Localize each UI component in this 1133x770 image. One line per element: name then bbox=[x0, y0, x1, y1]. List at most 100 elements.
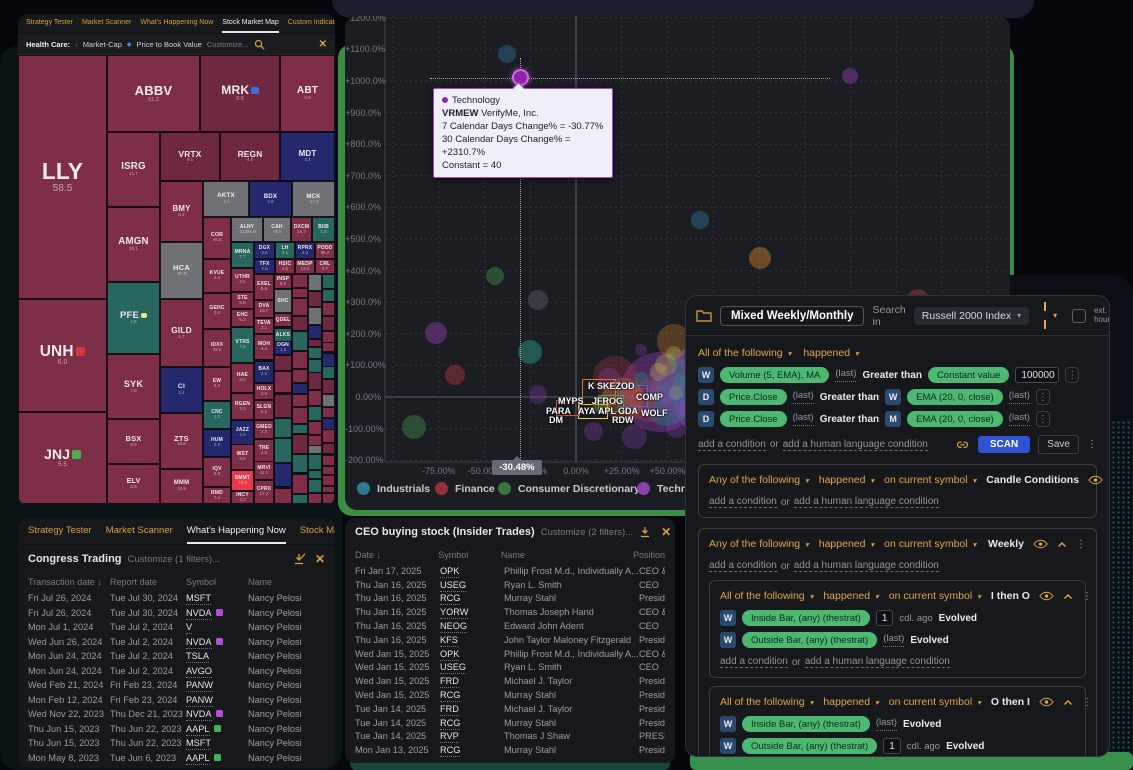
heatmap-tile-slgn[interactable]: SLGN 5.1 bbox=[254, 400, 274, 420]
heatmap-tile-dgx[interactable]: DGX 2.6 bbox=[254, 242, 275, 259]
heatmap-tile-mrna[interactable]: MRNA 7.7 bbox=[231, 242, 254, 268]
table-row[interactable]: Tue Jan 14, 2025 RVP Thomas J Shaw PRESIDEN… bbox=[345, 730, 675, 744]
symbol-link[interactable]: USEG bbox=[440, 579, 467, 592]
group-menu-icon[interactable]: ⋮ bbox=[1076, 538, 1086, 550]
symbol-link[interactable]: PANW bbox=[186, 680, 213, 693]
heatmap-tile-[interactable] bbox=[292, 274, 308, 288]
last-modifier[interactable]: (last) bbox=[1008, 390, 1030, 404]
symbol-cell[interactable]: RVP bbox=[440, 731, 504, 744]
symbol-link[interactable]: RCG bbox=[440, 593, 461, 606]
heatmap-tile-dxcm[interactable]: DXCM 16.7 bbox=[291, 217, 312, 242]
symbol-link[interactable]: FRD bbox=[440, 676, 459, 689]
heatmap-tile-[interactable] bbox=[292, 351, 308, 369]
close-icon[interactable]: ✕ bbox=[661, 525, 672, 539]
heatmap-tile-dva[interactable]: DVA 23.7 bbox=[254, 300, 274, 318]
value-input[interactable]: 100000 bbox=[1015, 367, 1060, 383]
table-row[interactable]: Wed Jan 15, 2025 USEG Ryan L. Smith CEO bbox=[345, 661, 675, 675]
cluster-ticker-label[interactable]: AYA bbox=[578, 406, 596, 416]
symbol-link[interactable]: AAPL bbox=[186, 752, 210, 765]
last-modifier[interactable]: (last) bbox=[792, 412, 814, 426]
heatmap-tile-[interactable] bbox=[322, 342, 335, 352]
heatmap-tile-jnj[interactable]: JNJ 5.5 bbox=[18, 412, 107, 504]
heatmap-tile-[interactable] bbox=[308, 390, 322, 406]
timeframe-badge[interactable]: W bbox=[885, 389, 902, 405]
add-human-condition-link[interactable]: add a human language condition bbox=[782, 438, 928, 451]
last-modifier[interactable]: (last) bbox=[883, 633, 905, 647]
cluster-ticker-label[interactable]: RDW bbox=[612, 415, 634, 425]
legend-item-consumer-discretionary[interactable]: Consumer Discretionary bbox=[498, 482, 640, 495]
heatmap-tile-shc[interactable]: SHC bbox=[274, 289, 292, 313]
symbol-link[interactable]: OPK bbox=[440, 648, 460, 661]
customize-link[interactable]: Customize... bbox=[206, 39, 249, 49]
dropdown-on-current-symbol[interactable]: on current symbol ▾ bbox=[888, 696, 981, 708]
heatmap-tile-jazz[interactable]: JAZZ 1.8 bbox=[231, 420, 254, 445]
heatmap-tile-[interactable] bbox=[322, 486, 335, 493]
eye-icon[interactable] bbox=[1039, 697, 1054, 707]
dropdown-all-of-the-following[interactable]: All of the following ▾ bbox=[720, 696, 814, 708]
condition-field-pill[interactable]: Constant value bbox=[927, 367, 1010, 383]
condition-field-pill[interactable]: Outside Bar, (any) (thestrat) bbox=[742, 738, 878, 754]
timeframe-badge[interactable]: D bbox=[698, 411, 714, 427]
heatmap-tile-pfe[interactable]: PFE 1.9 bbox=[107, 282, 160, 354]
table-row[interactable]: Mon May 8, 2023 Tue Jun 6, 2023 AAPL Nancy … bbox=[18, 751, 335, 766]
customize-link[interactable]: Customize (2 filters)... bbox=[540, 526, 634, 538]
heatmap-tile-wst[interactable]: WST 8.8 bbox=[231, 444, 254, 470]
column-header-transaction-date[interactable]: Transaction date ↓ bbox=[28, 577, 102, 587]
tab-strategy-tester[interactable]: Strategy Tester bbox=[26, 14, 73, 33]
heatmap-tile-elv[interactable]: ELV 3.9 bbox=[107, 464, 160, 504]
heatmap-tile-cor[interactable]: COR 46.6 bbox=[203, 217, 231, 259]
symbol-link[interactable]: OPK bbox=[440, 565, 460, 578]
heatmap-tile-[interactable] bbox=[322, 394, 335, 407]
table-row[interactable]: Thu Jun 15, 2023 Thu Jun 22, 2023 AAPL Nanc… bbox=[18, 722, 335, 737]
heatmap-tile-[interactable] bbox=[308, 325, 322, 339]
condition-field-pill[interactable]: Inside Bar, (any) (thestrat) bbox=[742, 610, 870, 626]
symbol-cell[interactable]: RCG bbox=[440, 690, 504, 703]
symbol-cell[interactable]: MSFT bbox=[186, 738, 248, 751]
symbol-cell[interactable]: PANW bbox=[186, 694, 248, 707]
symbol-link[interactable]: KFS bbox=[440, 634, 458, 647]
table-row[interactable]: Wed Feb 21, 2024 Fri Feb 23, 2024 PANW Nanc… bbox=[18, 678, 335, 693]
heatmap-tile-[interactable] bbox=[322, 274, 335, 289]
size-by-selector[interactable]: Market-Cap bbox=[82, 39, 122, 49]
heatmap-tile-lly[interactable]: LLY 58.5 bbox=[18, 55, 107, 299]
heatmap-tile-[interactable] bbox=[274, 488, 292, 504]
heatmap-tile-[interactable] bbox=[274, 394, 292, 418]
heatmap-tile-[interactable] bbox=[308, 307, 322, 325]
timeframe-badge[interactable]: M bbox=[885, 411, 902, 427]
heatmap-tile-incy[interactable]: INCY 4.2 bbox=[231, 491, 254, 504]
heatmap-tile-tre[interactable]: TRE 4.8 bbox=[254, 439, 274, 462]
dropdown-any-of-the-following[interactable]: Any of the following ▾ bbox=[709, 538, 809, 550]
legend-item-finance[interactable]: Finance bbox=[435, 482, 495, 495]
symbol-cell[interactable]: NVDA bbox=[186, 636, 248, 649]
heatmap-tile-[interactable] bbox=[308, 406, 322, 421]
heatmap-tile-rmd[interactable]: RMD 7.4 bbox=[203, 487, 231, 504]
tab-market-scanner[interactable]: Market Scanner bbox=[82, 14, 131, 33]
heatmap-tile-[interactable] bbox=[274, 418, 292, 438]
timeframe-badge[interactable]: W bbox=[720, 610, 736, 626]
tab-strategy-tester[interactable]: Strategy Tester bbox=[28, 518, 92, 544]
symbol-cell[interactable]: RCG bbox=[440, 593, 504, 606]
ext-hours-checkbox[interactable] bbox=[1072, 308, 1087, 323]
symbol-link[interactable]: AVGO bbox=[186, 665, 212, 678]
dropdown-happened[interactable]: happened ▾ bbox=[818, 474, 875, 486]
value-input[interactable]: 1 bbox=[875, 610, 894, 626]
heatmap-tile-[interactable] bbox=[308, 359, 322, 373]
cluster-ticker-label[interactable]: PARA bbox=[546, 406, 571, 416]
symbol-link[interactable]: AAPL bbox=[186, 723, 210, 736]
timeframe-badge[interactable]: W bbox=[698, 367, 714, 383]
scan-title-input[interactable]: Mixed Weekly/Monthly bbox=[720, 305, 865, 326]
cluster-ticker-label[interactable]: GDA bbox=[618, 406, 638, 416]
row-menu-icon[interactable]: ⋮ bbox=[1035, 389, 1050, 405]
heatmap-tile-[interactable] bbox=[322, 331, 335, 343]
heatmap-tile-[interactable] bbox=[292, 298, 308, 316]
heatmap-tile-[interactable] bbox=[322, 316, 335, 331]
table-row[interactable]: Mon Jan 13, 2025 RCG Murray Stahl President… bbox=[345, 743, 675, 758]
table-row[interactable]: Thu Jan 16, 2025 USEG Ryan L. Smith CEO bbox=[345, 578, 675, 592]
close-icon[interactable]: ✕ bbox=[318, 38, 327, 50]
symbol-cell[interactable]: NEOG bbox=[440, 621, 504, 634]
heatmap-tile-hsic[interactable]: HSIC 4.6 bbox=[275, 259, 295, 274]
table-row[interactable]: Thu Jan 16, 2025 NEOG Edward John Adent CEO bbox=[345, 619, 675, 634]
table-row[interactable]: Thu Jun 15, 2023 Thu Jun 22, 2023 MSFT Nanc… bbox=[18, 736, 335, 751]
heatmap-tile-[interactable] bbox=[322, 455, 335, 466]
symbol-cell[interactable]: TSLA bbox=[186, 651, 248, 664]
